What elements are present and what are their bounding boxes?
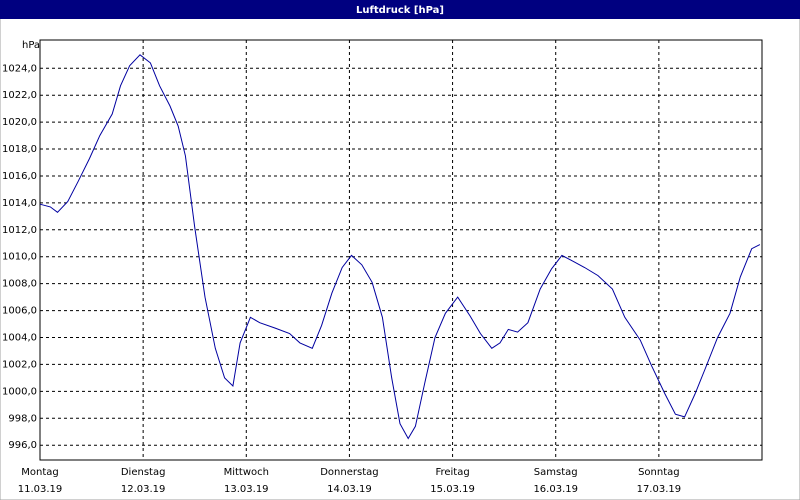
- y-tick-label: 996,0: [8, 440, 37, 451]
- y-tick-label: 1000,0: [2, 386, 37, 397]
- x-tick-label: Freitag: [435, 467, 469, 478]
- x-tick-label: Montag: [21, 467, 58, 478]
- data-line: [39, 54, 761, 440]
- x-tick-date: 12.03.19: [121, 484, 166, 495]
- y-tick-label: 1022,0: [2, 90, 37, 101]
- title-bar: [0, 0, 800, 19]
- y-tick-label: 998,0: [8, 413, 37, 424]
- y-tick-label: 1008,0: [2, 279, 37, 290]
- x-tick-date: 14.03.19: [327, 484, 372, 495]
- x-tick-label: Donnerstag: [320, 467, 378, 478]
- x-tick-label: Samstag: [534, 467, 578, 478]
- y-tick-label: 1006,0: [2, 306, 37, 317]
- y-tick-label: 1010,0: [2, 252, 37, 263]
- x-tick-label: Mittwoch: [224, 467, 269, 478]
- y-tick-label: 1024,0: [2, 63, 37, 74]
- y-tick-label: 1020,0: [2, 117, 37, 128]
- x-tick-date: 17.03.19: [637, 484, 682, 495]
- x-tick-date: 13.03.19: [224, 484, 269, 495]
- y-tick-label: 1004,0: [2, 333, 37, 344]
- y-tick-label: 1014,0: [2, 198, 37, 209]
- y-tick-label: 1012,0: [2, 225, 37, 236]
- x-tick-label: Sonntag: [638, 467, 680, 478]
- x-tick-date: 16.03.19: [533, 484, 578, 495]
- x-tick-label: Dienstag: [121, 467, 166, 478]
- y-axis-label: hPa: [22, 40, 40, 51]
- plot-area: [39, 39, 763, 461]
- y-tick-label: 1018,0: [2, 144, 37, 155]
- x-tick-date: 15.03.19: [430, 484, 475, 495]
- chart-title: Luftdruck [hPa]: [356, 5, 444, 16]
- y-tick-label: 1002,0: [2, 359, 37, 370]
- x-tick-date: 11.03.19: [18, 484, 63, 495]
- y-tick-label: 1016,0: [2, 171, 37, 182]
